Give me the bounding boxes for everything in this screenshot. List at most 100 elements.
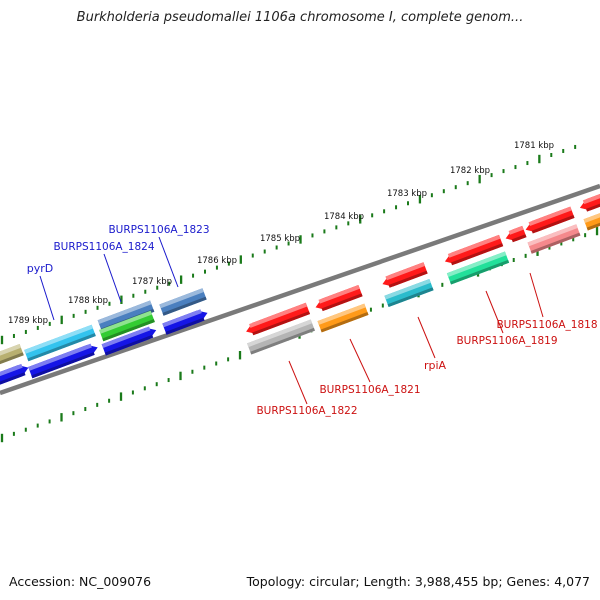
gene-small-red-highlight: [508, 225, 524, 235]
gene-1818-red: [525, 206, 575, 234]
leader-1819: [485, 290, 504, 334]
kbp-label: 1789 kbp: [8, 316, 48, 326]
gene-1819-red-highlight: [447, 234, 501, 258]
gene-edge-red-body: [579, 192, 600, 211]
gene-blue-4: [162, 309, 208, 335]
gene-edge-orange-highlight: [583, 211, 600, 223]
gene-1823-highlight: [159, 288, 204, 309]
gene-blue-2: [28, 343, 98, 379]
kbp-label: 1782 kbp: [450, 166, 490, 176]
gene-1823-shadow: [162, 296, 207, 316]
gene-1819-red-shadow: [451, 243, 504, 266]
gene-edge-red: [579, 192, 600, 212]
gene-rpiA: [384, 278, 434, 308]
gene-blue-2-shadow: [31, 352, 95, 379]
topology-summary: Topology: circular; Length: 3,988,455 bp…: [246, 574, 590, 589]
gene-olive-shadow: [0, 352, 24, 370]
kbp-label: 1786 kbp: [197, 256, 237, 266]
leader-pyrD: [39, 275, 55, 321]
gene-1819-red: [444, 234, 504, 266]
gene-1824-b: [99, 310, 155, 342]
leader-1818: [529, 272, 544, 318]
leader-1824: [103, 253, 122, 303]
gene-rpiA-highlight: [384, 278, 431, 300]
leader-1822: [288, 360, 308, 405]
accession-text: Accession: NC_009076: [9, 574, 152, 589]
gene-1821-red-shadow: [321, 293, 363, 312]
gene-1822-red-shadow: [252, 311, 311, 336]
gene-blue-3-shadow: [104, 334, 154, 356]
kbp-label: 1787 kbp: [132, 277, 172, 287]
gene-olive: [0, 344, 24, 370]
label-rpiA: rpiA: [424, 359, 447, 372]
gene-rpiA-shadow: [387, 287, 434, 308]
gene-blue-3: [101, 326, 157, 356]
gene-rpiA-red: [382, 262, 428, 288]
gene-1824-highlight: [97, 300, 152, 324]
gene-1818-shadow: [530, 232, 581, 254]
gene-1822-red: [246, 302, 311, 336]
gene-blue-4-highlight: [162, 309, 202, 328]
gene-blue-2-highlight: [28, 343, 92, 371]
gene-edge-orange-body: [583, 211, 600, 231]
gene-features: [0, 192, 600, 391]
kbp-label: 1788 kbp: [68, 296, 108, 306]
gene-blue-2-body: [28, 344, 98, 379]
gene-1821-shadow: [320, 312, 369, 333]
label-1823: BURPS1106A_1823: [108, 224, 209, 236]
gene-rpiA-red-shadow: [388, 270, 428, 288]
kbp-label: 1783 kbp: [387, 189, 427, 199]
gene-1824-b-highlight: [99, 310, 153, 334]
gene-1821-red: [315, 284, 363, 312]
gene-pyrD: [24, 324, 96, 362]
gene-1818-red-shadow: [531, 215, 575, 234]
gene-blue-4-shadow: [165, 317, 205, 335]
gene-1818-red-highlight: [528, 206, 572, 227]
label-pyrD: pyrD: [27, 262, 54, 275]
gene-rpiA-red-highlight: [385, 262, 425, 281]
gene-1823: [159, 288, 207, 316]
label-1822: BURPS1106A_1822: [256, 405, 357, 417]
feature-labels: 1781 kbp 1782 kbp 1783 kbp 1784 kbp 1785 kbp…: [8, 141, 598, 417]
leader-1823: [158, 236, 179, 288]
label-1821: BURPS1106A_1821: [319, 384, 420, 396]
gene-1821-red-highlight: [318, 284, 360, 304]
gene-1818-highlight: [527, 224, 578, 247]
kbp-label: 1784 kbp: [324, 212, 364, 222]
upper-scale-ticks: [0, 144, 577, 345]
gene-1824-b-shadow: [102, 319, 155, 342]
gene-edge-orange-shadow: [586, 219, 600, 231]
gene-1822-red-highlight: [249, 302, 308, 328]
gene-1818: [527, 224, 581, 254]
gene-1822: [247, 319, 315, 355]
label-1824: BURPS1106A_1824: [53, 241, 154, 253]
kbp-label: 1785 kbp: [260, 234, 300, 244]
gene-1822-highlight: [247, 319, 313, 348]
leader-rpiA: [417, 316, 436, 359]
gene-1819-highlight: [446, 251, 507, 278]
gene-olive-highlight: [0, 344, 21, 363]
gene-1819-shadow: [450, 259, 510, 285]
gene-pyrD-highlight: [24, 324, 94, 354]
gene-blue-left: [0, 363, 29, 391]
label-1818: BURPS1106A_1818: [496, 319, 597, 331]
chromosome-backbone: [0, 183, 600, 396]
gene-blue-4-body: [162, 310, 208, 335]
gene-edge-orange: [583, 211, 600, 231]
gene-small-red-shadow: [511, 234, 527, 243]
gene-blue-left-highlight: [0, 363, 23, 383]
kbp-label: 1781 kbp: [514, 141, 554, 151]
gene-1819: [446, 251, 510, 285]
gene-pyrD-shadow: [27, 333, 96, 362]
leader-1821: [349, 338, 371, 383]
gene-edge-red-shadow: [586, 200, 600, 212]
gene-small-red: [505, 225, 527, 243]
gene-blue-3-highlight: [101, 326, 151, 348]
map-title: Burkholderia pseudomallei 1106a chromoso…: [76, 10, 524, 25]
gene-blue-3-body: [101, 327, 157, 356]
gene-blue-left-shadow: [0, 372, 26, 391]
gene-1821: [317, 303, 369, 333]
gene-1822-shadow: [250, 327, 315, 355]
label-1819: BURPS1106A_1819: [456, 335, 557, 347]
